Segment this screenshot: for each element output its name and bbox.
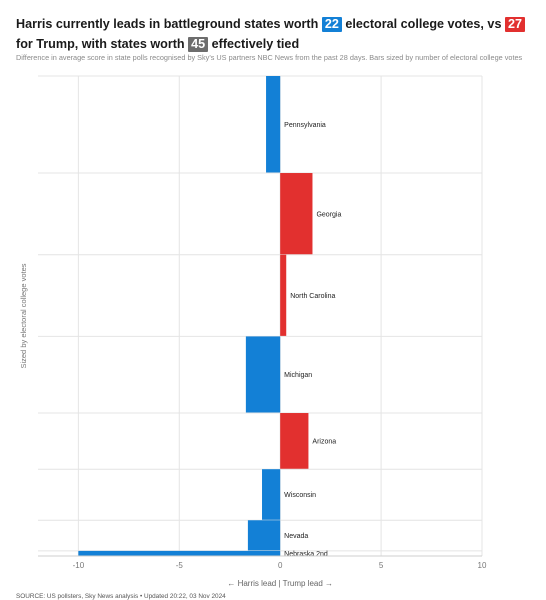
bar-north-carolina — [280, 254, 287, 337]
state-label: North Carolina — [290, 293, 335, 300]
x-tick-label: 0 — [278, 561, 283, 570]
chart-title: Harris currently leads in battleground s… — [16, 14, 536, 54]
x-tick-label: -10 — [73, 561, 85, 570]
bar-michigan — [245, 336, 281, 414]
y-axis-label: Sized by electoral college votes — [19, 263, 28, 368]
bar-arizona — [280, 413, 309, 470]
title-part-1: Harris currently leads in battleground s… — [16, 17, 322, 31]
x-tick-label: 10 — [478, 561, 487, 570]
state-label: Michigan — [284, 372, 312, 379]
state-label: Nebraska 2nd — [284, 551, 328, 558]
bar-nebraska-2nd — [78, 550, 281, 556]
bar-georgia — [280, 173, 313, 255]
title-part-2: electoral college votes, vs — [341, 17, 505, 31]
state-label: Nevada — [284, 533, 308, 540]
bar-wisconsin — [262, 469, 281, 521]
title-part-4: effectively tied — [208, 37, 300, 51]
source-note: SOURCE: US pollsters, Sky News analysis … — [16, 593, 226, 600]
bar-nevada — [247, 520, 281, 551]
bar-pennsylvania — [266, 76, 281, 174]
state-label: Pennsylvania — [284, 122, 326, 129]
trump-votes-badge: 27 — [504, 17, 525, 32]
state-label: Wisconsin — [284, 492, 316, 499]
chart-subtitle: Difference in average score in state pol… — [16, 53, 523, 62]
state-label: Georgia — [316, 211, 341, 218]
x-tick-label: -5 — [176, 561, 184, 570]
tied-votes-badge: 45 — [188, 37, 209, 52]
state-label: Arizona — [312, 439, 336, 446]
harris-votes-badge: 22 — [321, 17, 342, 32]
x-axis-label: ← Harris lead | Trump lead → — [227, 579, 333, 588]
x-tick-label: 5 — [379, 561, 384, 570]
title-part-3: for Trump, with states worth — [16, 37, 189, 51]
